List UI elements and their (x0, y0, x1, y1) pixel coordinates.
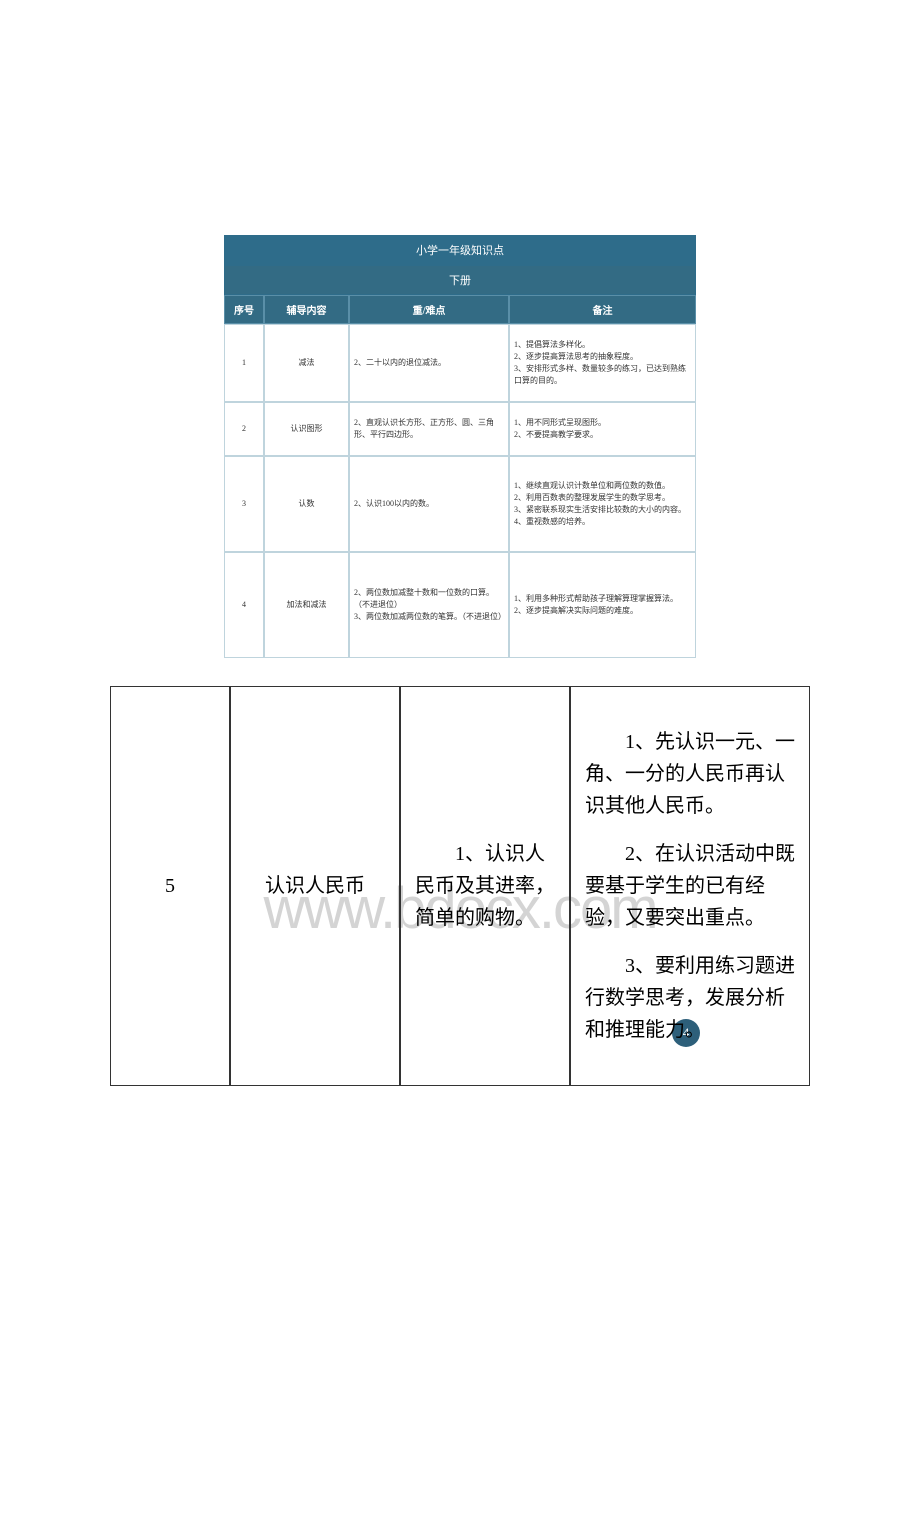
col-header-notes: 备注 (509, 295, 696, 324)
cell-points: 2、直观认识长方形、正方形、圆、三角形、平行四边形。 (349, 402, 509, 456)
note-paragraph: 1、先认识一元、一角、一分的人民币再认识其他人民币。 (585, 726, 795, 822)
table-row: 2 认识图形 2、直观认识长方形、正方形、圆、三角形、平行四边形。 1、用不同形… (224, 402, 696, 456)
cell-content: 认识人民币 (230, 686, 400, 1086)
table-row: 5 认识人民币 1、认识人民币及其进率，简单的购物。 1、先认识一元、一角、一分… (110, 686, 810, 1086)
cell-seq: 5 (110, 686, 230, 1086)
cell-content: 减法 (264, 324, 349, 402)
cell-content: 认数 (264, 456, 349, 552)
top-knowledge-table: 小学一年级知识点 下册 序号 辅导内容 重/难点 备注 1 减法 2、二十以内的… (224, 235, 696, 658)
cell-notes: 1、先认识一元、一角、一分的人民币再认识其他人民币。 2、在认识活动中既要基于学… (570, 686, 810, 1086)
cell-content: 认识图形 (264, 402, 349, 456)
note-paragraph: 3、要利用练习题进行数学思考，发展分析和推理能力。 (585, 950, 795, 1046)
cell-notes: 1、用不同形式呈现图形。 2、不要提高教学要求。 (509, 402, 696, 456)
cell-points: 2、两位数加减整十数和一位数的口算。（不进退位） 3、两位数加减两位数的笔算。（… (349, 552, 509, 658)
cell-points: 1、认识人民币及其进率，简单的购物。 (400, 686, 570, 1086)
table-row: 1 减法 2、二十以内的退位减法。 1、提倡算法多样化。 2、逐步提高算法思考的… (224, 324, 696, 402)
note-paragraph: 2、在认识活动中既要基于学生的已有经验，又要突出重点。 (585, 838, 795, 934)
cell-seq: 3 (224, 456, 264, 552)
cell-seq: 1 (224, 324, 264, 402)
top-table-column-headers: 序号 辅导内容 重/难点 备注 (224, 295, 696, 324)
col-header-content: 辅导内容 (264, 295, 349, 324)
col-header-points: 重/难点 (349, 295, 509, 324)
points-text: 1、认识人民币及其进率，简单的购物。 (415, 838, 555, 934)
table-row: 4 加法和减法 2、两位数加减整十数和一位数的口算。（不进退位） 3、两位数加减… (224, 552, 696, 658)
cell-points: 2、二十以内的退位减法。 (349, 324, 509, 402)
cell-notes: 1、提倡算法多样化。 2、逐步提高算法思考的抽象程度。 3、安排形式多样、数量较… (509, 324, 696, 402)
cell-seq: 4 (224, 552, 264, 658)
cell-seq: 2 (224, 402, 264, 456)
bottom-continuation-table: 5 认识人民币 1、认识人民币及其进率，简单的购物。 1、先认识一元、一角、一分… (110, 686, 810, 1086)
table-row: 3 认数 2、认识100以内的数。 1、继续直观认识计数单位和两位数的数值。 2… (224, 456, 696, 552)
cell-notes: 1、继续直观认识计数单位和两位数的数值。 2、利用百数表的整理发展学生的数学思考… (509, 456, 696, 552)
cell-notes: 1、利用多种形式帮助孩子理解算理掌握算法。 2、逐步提高解决实际问题的难度。 (509, 552, 696, 658)
cell-points: 2、认识100以内的数。 (349, 456, 509, 552)
top-table-subtitle: 下册 (224, 265, 696, 295)
cell-content: 加法和减法 (264, 552, 349, 658)
col-header-seq: 序号 (224, 295, 264, 324)
top-table-title: 小学一年级知识点 (224, 235, 696, 265)
